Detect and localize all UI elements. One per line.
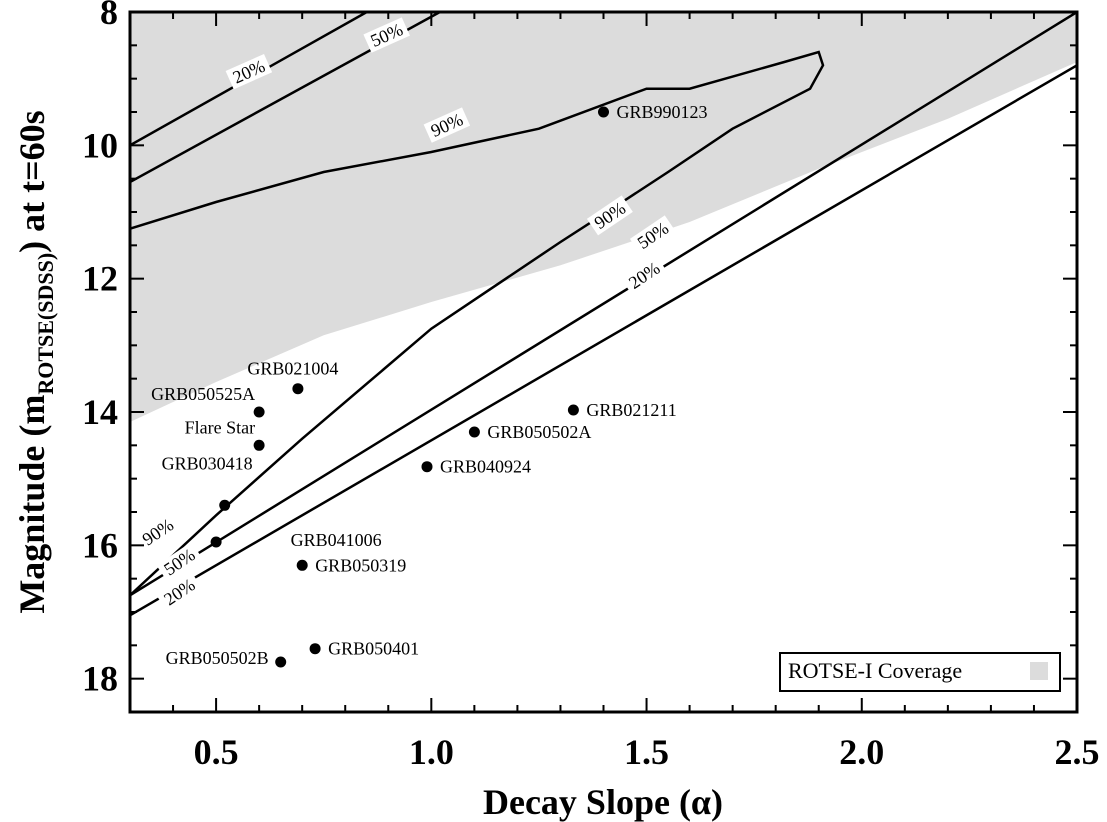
y-tick-label: 14 [82, 392, 118, 432]
axis-ticks: 0.5 1.0 1.5 2.0 2.5 8 10 12 14 16 18 [82, 0, 1100, 772]
contour-90pct-closed [130, 50, 825, 597]
data-point-label-0: GRB990123 [617, 102, 708, 122]
data-point-1 [292, 383, 304, 395]
data-point-5 [567, 404, 579, 416]
legend-swatch [1030, 662, 1048, 680]
contour-labels: 20%50%90%90%90%50%20%50%20% [134, 17, 676, 613]
contour-label-bg [629, 215, 676, 256]
contour-label-bg [225, 53, 273, 90]
x-axis-title: Decay Slope (α) [483, 782, 723, 822]
contour-label-bg [621, 255, 668, 296]
contour-label-bg [156, 571, 203, 613]
data-point-3 [253, 439, 265, 451]
x-tick-label: 2.5 [1055, 732, 1100, 772]
data-point-label-10: GRB050401 [328, 639, 419, 659]
data-point-label-6: GRB050502A [487, 422, 591, 442]
data-points: GRB990123 GRB021004 GRB050525A Flare Star GR… [151, 102, 707, 668]
contour-label-bg [423, 107, 471, 143]
data-point-label-1: GRB021004 [247, 359, 338, 379]
legend: ROTSE-I Coverage [779, 652, 1061, 692]
y-axis-title-prefix: Magnitude (m [12, 395, 52, 614]
y-tick-label: 12 [82, 259, 118, 299]
data-point-label-3: Flare Star [185, 417, 255, 437]
data-point-label-9: GRB050319 [315, 555, 406, 575]
data-point-6 [468, 426, 480, 438]
data-point-2 [253, 406, 265, 418]
data-point-0 [598, 106, 609, 118]
x-tick-label: 0.5 [194, 732, 239, 772]
contour-label-1: 50% [363, 17, 410, 53]
data-point-8 [210, 536, 222, 548]
contour-label-bg [156, 541, 203, 583]
y-tick-label: 8 [100, 0, 118, 32]
x-tick-label: 1.5 [624, 732, 669, 772]
contour-20pct-lower [130, 64, 1077, 617]
x-tick-label: 2.0 [839, 732, 884, 772]
data-point-label-8: GRB041006 [291, 530, 382, 550]
y-tick-label: 10 [82, 125, 118, 165]
data-point-4 [219, 499, 231, 511]
contour-label-bg [363, 17, 410, 53]
y-tick-label: 16 [82, 525, 118, 565]
data-point-label-4: GRB030418 [162, 453, 253, 473]
data-point-7 [421, 461, 433, 473]
data-point-label-5: GRB021211 [586, 400, 676, 420]
contour-label-bg [586, 195, 633, 236]
legend-label: ROTSE-I Coverage [788, 658, 962, 683]
contour-label-bg [134, 511, 181, 553]
y-tick-label: 18 [82, 659, 118, 699]
data-point-10 [309, 643, 321, 655]
data-point-label-2: GRB050525A [151, 384, 255, 404]
data-point-9 [296, 559, 308, 571]
data-point-label-11: GRB050502B [166, 648, 269, 668]
legend-box [779, 652, 1061, 692]
y-axis-title: Magnitude (mROTSE(SDSS)) at t=60s [12, 110, 58, 613]
data-point-label-7: GRB040924 [440, 457, 531, 477]
contour-50pct-lower [130, 12, 1077, 597]
data-point-11 [275, 656, 287, 668]
y-axis-title-suffix: ) at t=60s [12, 110, 52, 253]
y-axis-title-subscript: ROTSE(SDSS) [33, 253, 58, 395]
x-tick-label: 1.0 [409, 732, 454, 772]
